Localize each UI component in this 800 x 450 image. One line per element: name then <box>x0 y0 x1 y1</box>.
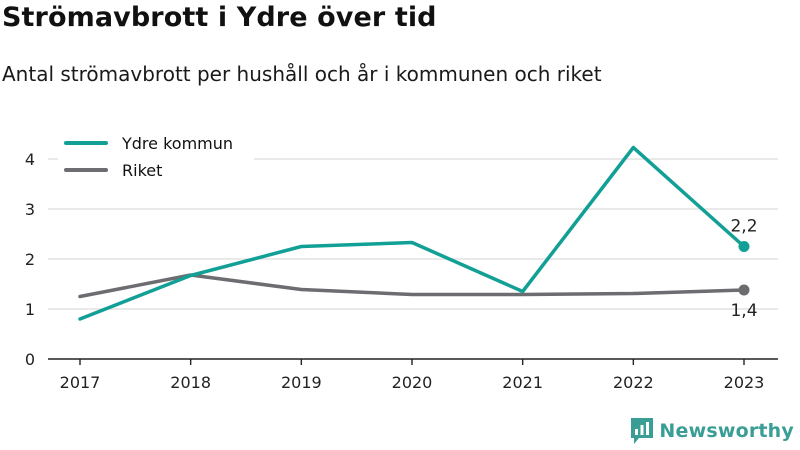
x-tick-label: 2023 <box>724 373 765 392</box>
end-value-label-0: 2,2 <box>730 217 757 237</box>
legend-label-0: Ydre kommun <box>121 134 233 153</box>
x-tick-label: 2020 <box>392 373 433 392</box>
series-end-point-0 <box>738 241 750 252</box>
data-labels: 1,4 2,2 <box>730 217 757 322</box>
x-axis: 2017 2018 2019 2020 2021 2022 2023 <box>48 358 778 392</box>
brand-name: Newsworthy <box>659 420 794 442</box>
y-tick-label: 2 <box>25 250 35 269</box>
page-title: Strömavbrott i Ydre över tid <box>2 2 437 33</box>
y-tick-label: 0 <box>25 350 35 369</box>
y-axis-ticks: 0 1 2 3 4 <box>25 150 35 369</box>
x-tick-label: 2019 <box>281 373 322 392</box>
newsworthy-logo: Newsworthy <box>631 418 794 444</box>
x-tick-label: 2018 <box>170 373 211 392</box>
page-subtitle: Antal strömavbrott per hushåll och år i … <box>2 62 602 86</box>
x-tick-label: 2017 <box>60 373 101 392</box>
legend-label-1: Riket <box>122 161 162 180</box>
legend-background <box>58 128 254 186</box>
series-lines <box>78 145 750 321</box>
y-tick-label: 3 <box>25 200 35 219</box>
legend: Ydre kommun Riket <box>58 128 254 186</box>
x-tick-label: 2022 <box>613 373 654 392</box>
series-line-0 <box>78 145 746 321</box>
series-end-point-1 <box>738 284 750 296</box>
x-tick-label: 2021 <box>502 373 543 392</box>
y-tick-label: 4 <box>25 150 35 169</box>
y-tick-label: 1 <box>25 300 35 319</box>
end-value-label-1: 1,4 <box>730 301 757 321</box>
newsworthy-logo-icon <box>631 418 654 444</box>
